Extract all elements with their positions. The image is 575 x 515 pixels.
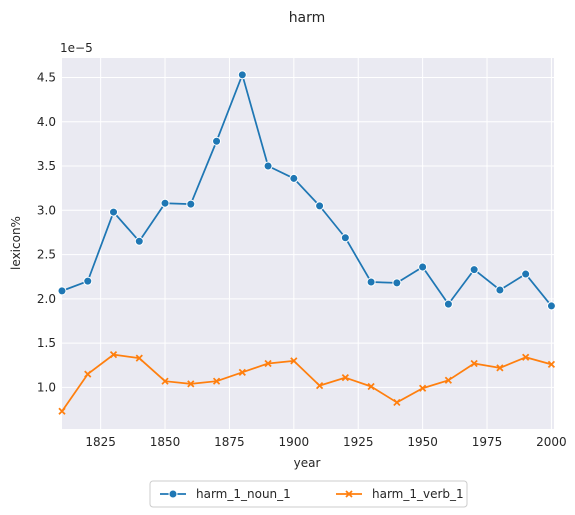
series-line-0 — [61, 73, 553, 307]
data-point — [522, 353, 530, 361]
data-point — [160, 198, 170, 208]
y-tick-label: 2.5 — [37, 248, 56, 262]
data-point — [58, 407, 66, 415]
data-point — [470, 359, 478, 368]
legend-entry: harm_1_verb_1 — [336, 487, 464, 501]
plot-area — [62, 58, 554, 429]
y-tick-label: 2.0 — [37, 292, 56, 306]
data-point — [315, 381, 324, 390]
data-point — [392, 278, 402, 288]
x-axis-label: year — [294, 456, 321, 470]
legend: harm_1_noun_1 harm_1_verb_1 — [149, 480, 468, 508]
grid — [62, 58, 554, 429]
x-axis: 1825 1850 1875 1900 1925 1950 1975 2000 — [85, 435, 566, 449]
data-point — [186, 199, 196, 209]
data-point — [84, 370, 92, 378]
legend-box — [149, 480, 468, 508]
data-point — [264, 359, 272, 368]
data-point — [546, 301, 556, 311]
legend-label: harm_1_noun_1 — [196, 487, 291, 501]
data-point — [547, 360, 556, 368]
data-point — [496, 364, 504, 372]
data-point — [109, 351, 118, 359]
data-point — [187, 380, 195, 388]
x-tick-label: 1925 — [343, 435, 374, 449]
x-tick-label: 1975 — [472, 435, 503, 449]
y-multiplier-label: 1e−5 — [60, 41, 93, 55]
data-point — [340, 233, 350, 243]
y-tick-label: 1.0 — [37, 380, 56, 394]
data-point — [83, 276, 93, 286]
data-point — [341, 374, 349, 382]
data-point — [212, 377, 221, 385]
data-point — [109, 207, 119, 217]
x-tick-label: 2000 — [536, 435, 567, 449]
data-point — [134, 236, 144, 246]
data-point — [418, 262, 428, 272]
data-point — [521, 269, 531, 279]
y-tick-label: 4.5 — [37, 70, 56, 84]
y-axis: 1.0 1.5 2.0 2.5 3.0 3.5 4.0 4.5 — [37, 70, 56, 394]
data-point — [57, 286, 67, 296]
x-tick-label: 1950 — [407, 435, 438, 449]
data-point — [290, 357, 298, 365]
data-point — [366, 277, 376, 287]
data-point — [444, 376, 453, 384]
y-tick-label: 3.5 — [37, 159, 56, 173]
y-tick-label: 4.0 — [37, 115, 56, 129]
x-tick-label: 1850 — [150, 435, 181, 449]
data-point — [135, 354, 143, 362]
series-layer — [57, 70, 556, 415]
data-point — [237, 70, 247, 80]
data-point — [367, 382, 375, 391]
legend-entry: harm_1_noun_1 — [160, 487, 291, 501]
legend-label: harm_1_verb_1 — [372, 487, 464, 501]
data-point — [212, 136, 222, 146]
y-tick-label: 1.5 — [37, 336, 56, 350]
data-point — [443, 299, 453, 309]
data-point — [315, 201, 325, 211]
data-point — [495, 285, 505, 295]
y-tick-label: 3.0 — [37, 203, 56, 217]
x-tick-label: 1900 — [279, 435, 310, 449]
x-tick-label: 1875 — [214, 435, 245, 449]
y-axis-label: lexicon% — [9, 216, 23, 270]
data-point — [419, 384, 427, 392]
data-point — [161, 377, 169, 385]
series-line-1 — [61, 353, 552, 412]
data-point — [289, 173, 299, 183]
data-point — [469, 265, 479, 275]
data-point — [238, 368, 246, 376]
data-point — [263, 161, 273, 171]
x-tick-label: 1825 — [85, 435, 116, 449]
data-point — [393, 398, 401, 407]
chart-title: harm — [289, 10, 326, 26]
